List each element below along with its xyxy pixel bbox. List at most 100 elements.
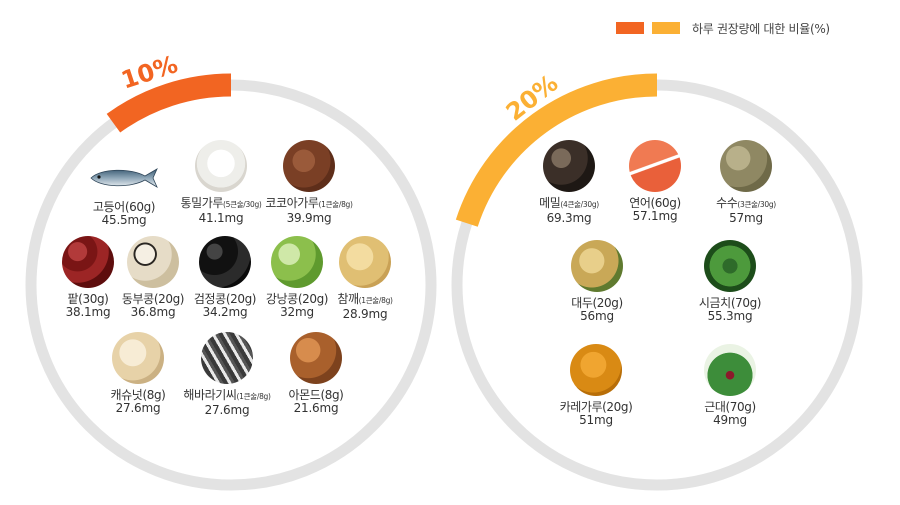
food-item: 검정콩(20g) 34.2mg [165,236,285,319]
food-name: 수수(3큰술/30g) [686,196,806,212]
food-item: 메밀(4큰술/30g) 69.3mg [509,140,629,225]
food-name: 근대(70g) [670,400,790,414]
legend-swatch-10 [616,22,644,34]
food-name-text: 수수 [716,196,738,210]
legend-swatch-20 [652,22,680,34]
food-amount: 28.9mg [342,307,388,321]
food-amount: 55.3mg [707,309,753,323]
food-amount: 57.1mg [632,209,678,223]
food-name: 팥(30g) [28,292,148,306]
food-item: 강낭콩(20g) 32mg [237,236,357,319]
food-name: 강낭콩(20g) [237,292,357,306]
buckwheat-image [543,140,595,192]
food-name: 시금치(70g) [670,296,790,310]
food-item: 시금치(70g) 55.3mg [670,240,790,323]
sesame-image [339,236,391,288]
food-amount: 51mg [579,413,613,427]
food-amount: 69.3mg [546,211,592,225]
food-item: 근대(70g) 49mg [670,344,790,427]
food-amount: 41.1mg [198,211,244,225]
ring-arc-10 [106,73,232,133]
food-item: 고등어(60g) 45.5mg [64,150,184,227]
food-name: 참깨(1큰술/8g) [305,292,425,308]
food-amount: 27.6mg [204,403,250,417]
food-item: 팥(30g) 38.1mg [28,236,148,319]
ring-20-percent: 20% [451,69,863,491]
sunflower-seeds-image [201,332,253,384]
food-amount: 56mg [580,309,614,323]
food-item: 참깨(1큰술/8g) 28.9mg [305,236,425,321]
food-amount: 49mg [713,413,747,427]
food-quantity: (4큰술/30g) [560,200,599,209]
food-quantity: (1큰술/8g) [358,296,393,305]
food-amount: 57mg [729,211,763,225]
food-amount: 34.2mg [202,305,248,319]
food-item: 해바라기씨(1큰술/8g) 27.6mg [167,332,287,417]
food-name-text: 검정콩(20g) [193,292,257,306]
cowpeas-image [127,236,179,288]
food-name-text: 팥(30g) [67,292,109,306]
food-name: 카레가루(20g) [536,400,656,414]
food-name-text: 캐슈넛(8g) [110,388,166,402]
almonds-image [290,332,342,384]
ring-arc-20 [455,73,658,227]
food-name: 캐슈넛(8g) [78,388,198,402]
food-name-text: 아몬드(8g) [288,388,344,402]
sorghum-image [720,140,772,192]
food-item: 동부콩(20g) 36.8mg [93,236,213,319]
red-beans-image [62,236,114,288]
food-name-text: 해바라기씨 [183,388,237,402]
food-item: 캐슈넛(8g) 27.6mg [78,332,198,415]
food-name-text: 동부콩(20g) [121,292,185,306]
food-amount: 38.1mg [65,305,111,319]
food-name: 통밀가루(5큰술/30g) [161,196,281,212]
food-amount: 21.6mg [293,401,339,415]
food-name: 고등어(60g) [64,200,184,214]
food-name: 동부콩(20g) [93,292,213,306]
food-amount: 39.9mg [286,211,332,225]
food-quantity: (1큰술/8g) [318,200,353,209]
chard-image [704,344,756,396]
food-name-text: 카레가루(20g) [559,400,633,414]
food-item: 통밀가루(5큰술/30g) 41.1mg [161,140,281,225]
food-name-text: 대두(20g) [571,296,623,310]
food-name-text: 시금치(70g) [698,296,762,310]
food-name: 아몬드(8g) [256,388,376,402]
kidney-beans-image [271,236,323,288]
food-name-text: 통밀가루 [180,196,223,210]
food-quantity: (3큰술/30g) [737,200,776,209]
legend-label: 하루 권장량에 대한 비율(%) [692,21,830,36]
food-name: 연어(60g) [595,196,715,210]
food-amount: 27.6mg [115,401,161,415]
cocoa-powder-image [283,140,335,192]
salmon-image [629,140,681,192]
food-item: 아몬드(8g) 21.6mg [256,332,376,415]
food-item: 수수(3큰술/30g) 57mg [686,140,806,225]
food-item: 코코아가루(1큰술/8g) 39.9mg [249,140,369,225]
food-name-text: 강낭콩(20g) [265,292,329,306]
ring-10-percent: 10% [25,50,437,491]
food-quantity: (5큰술/30g) [223,200,262,209]
curry-powder-image [570,344,622,396]
food-name-text: 메밀 [539,196,561,210]
food-amount: 45.5mg [101,213,147,227]
food-amount: 36.8mg [130,305,176,319]
food-name-text: 코코아가루 [265,196,319,210]
whole-wheat-flour-image [195,140,247,192]
food-name: 해바라기씨(1큰술/8g) [167,388,287,404]
food-name: 메밀(4큰술/30g) [509,196,629,212]
food-name: 코코아가루(1큰술/8g) [249,196,369,212]
mackerel-image [89,166,159,190]
food-item: 대두(20g) 56mg [537,240,657,323]
food-name: 대두(20g) [537,296,657,310]
legend: 하루 권장량에 대한 비율(%) [616,18,830,38]
food-name-text: 참깨 [337,292,359,306]
food-name-text: 근대(70g) [704,400,756,414]
black-beans-image [199,236,251,288]
food-amount: 32mg [280,305,314,319]
spinach-image [704,240,756,292]
food-item: 카레가루(20g) 51mg [536,344,656,427]
food-quantity: (1큰술/8g) [236,392,271,401]
cashews-image [112,332,164,384]
